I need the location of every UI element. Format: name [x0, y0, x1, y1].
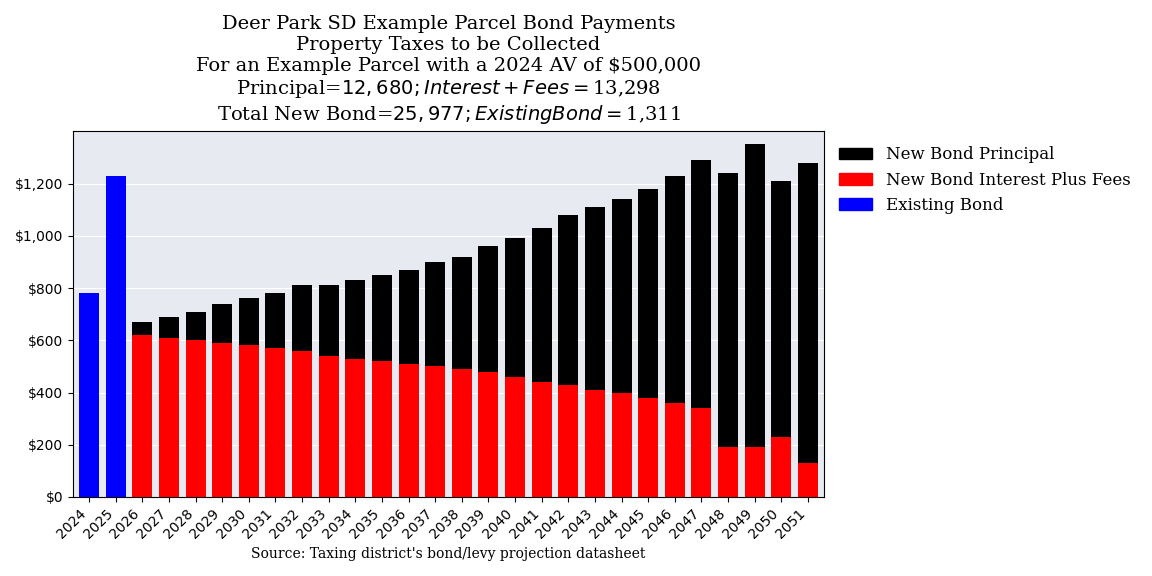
Bar [478, 246, 499, 372]
Bar [238, 346, 259, 497]
Bar [399, 364, 418, 497]
Bar [532, 228, 552, 382]
Bar [691, 408, 712, 497]
Bar [372, 275, 392, 361]
Bar [772, 437, 791, 497]
Bar [691, 160, 712, 408]
Bar [744, 448, 765, 497]
Bar [238, 298, 259, 346]
Bar [798, 162, 818, 463]
Bar [559, 385, 578, 497]
Bar [319, 286, 339, 356]
Bar [772, 181, 791, 437]
Bar [293, 351, 312, 497]
Bar [132, 322, 152, 335]
Bar [585, 207, 605, 390]
Bar [106, 322, 126, 497]
Bar [505, 238, 525, 377]
Bar [559, 215, 578, 385]
X-axis label: Source: Taxing district's bond/levy projection datasheet: Source: Taxing district's bond/levy proj… [251, 547, 645, 561]
Bar [718, 173, 738, 448]
Bar [212, 343, 233, 497]
Bar [346, 358, 365, 497]
Bar [185, 340, 205, 497]
Bar [425, 262, 445, 366]
Bar [372, 361, 392, 497]
Bar [505, 377, 525, 497]
Bar [132, 335, 152, 497]
Bar [106, 176, 126, 497]
Bar [79, 293, 99, 497]
Legend: New Bond Principal, New Bond Interest Plus Fees, Existing Bond: New Bond Principal, New Bond Interest Pl… [832, 139, 1137, 221]
Bar [399, 270, 418, 364]
Bar [665, 176, 684, 403]
Bar [293, 286, 312, 351]
Bar [425, 366, 445, 497]
Bar [478, 372, 499, 497]
Bar [265, 348, 286, 497]
Bar [452, 369, 472, 497]
Bar [612, 199, 631, 392]
Bar [346, 280, 365, 358]
Bar [798, 463, 818, 497]
Bar [452, 257, 472, 369]
Bar [319, 356, 339, 497]
Bar [185, 312, 205, 340]
Bar [612, 392, 631, 497]
Bar [265, 293, 286, 348]
Bar [532, 382, 552, 497]
Bar [638, 398, 658, 497]
Bar [585, 390, 605, 497]
Bar [718, 448, 738, 497]
Bar [212, 304, 233, 343]
Title: Deer Park SD Example Parcel Bond Payments
Property Taxes to be Collected
For an : Deer Park SD Example Parcel Bond Payment… [196, 15, 702, 126]
Bar [638, 189, 658, 398]
Bar [159, 338, 179, 497]
Bar [159, 317, 179, 338]
Bar [744, 145, 765, 448]
Bar [665, 403, 684, 497]
